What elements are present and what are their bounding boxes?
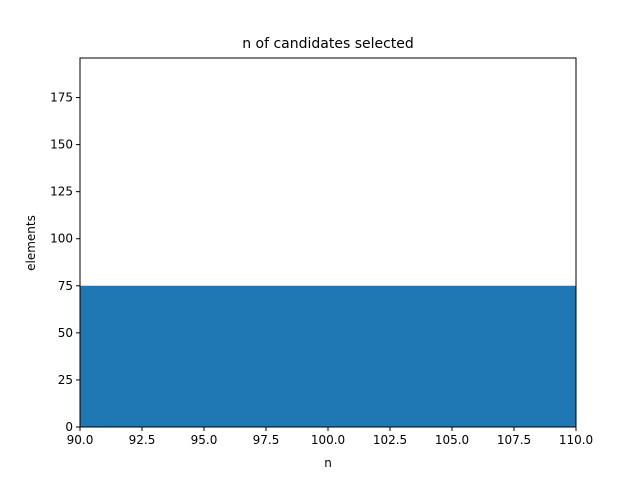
x-tick-label: 92.5 (129, 433, 156, 447)
y-tick-label: 175 (50, 91, 73, 105)
y-tick-label: 100 (50, 232, 73, 246)
x-axis: 90.0 92.5 95.0 97.5 100.0 102.5 105.0 107.5 110.… (67, 427, 593, 447)
y-tick-label: 25 (58, 373, 73, 387)
chart-title: n of candidates selected (242, 36, 414, 52)
plot-frame (79, 57, 577, 428)
plot-area (80, 285, 576, 427)
y-axis: 0 25 50 75 100 125 150 175 (50, 91, 80, 434)
y-tick-label: 75 (58, 279, 73, 293)
x-tick-label: 90.0 (67, 433, 94, 447)
x-tick-label: 110.0 (559, 433, 593, 447)
x-tick-label: 107.5 (497, 433, 531, 447)
x-tick-label: 97.5 (253, 433, 280, 447)
x-tick-label: 105.0 (435, 433, 469, 447)
y-tick-label: 0 (65, 420, 73, 434)
y-tick-label: 150 (50, 138, 73, 152)
x-tick-label: 100.0 (311, 433, 345, 447)
y-tick-label: 125 (50, 185, 73, 199)
x-tick-label: 95.0 (191, 433, 218, 447)
area-series-0 (80, 285, 576, 427)
y-tick-label: 50 (58, 326, 73, 340)
y-axis-label: elements (24, 215, 38, 271)
x-tick-label: 102.5 (373, 433, 407, 447)
x-axis-label: n (324, 456, 332, 470)
